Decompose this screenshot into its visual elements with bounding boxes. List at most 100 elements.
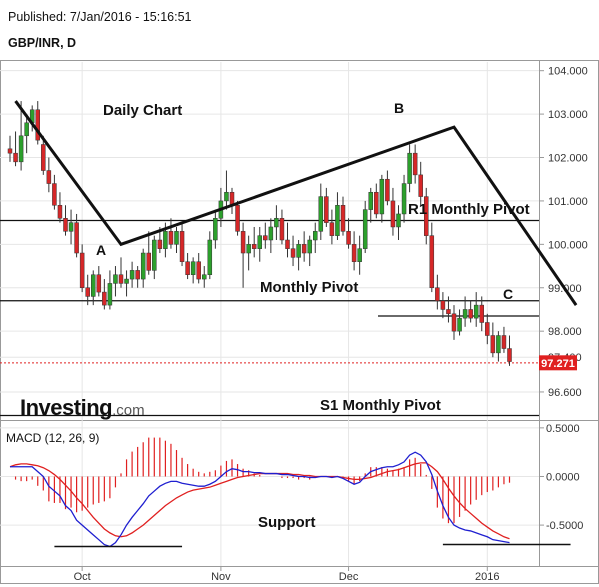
candle-up: [129, 270, 135, 280]
candle-down: [263, 235, 268, 241]
candle-down: [485, 322, 490, 336]
candle-up: [190, 261, 196, 275]
candle-down: [196, 261, 201, 280]
macd-grid: [0, 427, 539, 526]
logo-domain: .com: [112, 402, 145, 419]
candle-down: [79, 252, 85, 289]
last-price-box: [539, 355, 577, 371]
candle-down: [501, 335, 507, 349]
price-tick-label: 96.600: [548, 387, 582, 399]
candle-up: [224, 191, 229, 202]
candle-up: [124, 278, 129, 284]
candle-down: [52, 183, 57, 206]
macd-tick-label: 0.0000: [546, 471, 580, 483]
candle-up: [313, 231, 318, 241]
candle-down: [7, 148, 13, 154]
candle-down: [146, 252, 151, 271]
candle-up: [268, 226, 274, 241]
candle-up: [207, 239, 213, 275]
candle-up: [24, 122, 29, 137]
annotation-s1-pivot: S1 Monthly Pivot: [320, 397, 441, 414]
trendline-group: [14, 100, 578, 306]
candle-up: [357, 248, 362, 262]
candle-down: [74, 222, 79, 254]
candle-down: [179, 231, 185, 262]
macd-line: [10, 451, 510, 548]
candle-up: [107, 283, 113, 306]
investing-logo: Investing.com: [20, 395, 145, 421]
price-tick-label: 98.000: [548, 326, 582, 338]
published-timestamp: Published: 7/Jan/2016 - 15:16:51: [8, 10, 192, 24]
candle-down: [279, 218, 285, 241]
candle-up: [296, 244, 301, 258]
candle-up: [68, 222, 74, 232]
macd-tick-label: -0.5000: [546, 520, 583, 532]
candle-down: [290, 248, 296, 258]
candle-down: [390, 200, 396, 228]
date-tick-label: 2016: [475, 571, 499, 583]
candle-down: [468, 309, 473, 319]
candle-up: [18, 135, 24, 163]
candle-up: [318, 196, 324, 232]
symbol-label: GBP/INR, D: [8, 36, 77, 50]
candle-down: [135, 270, 140, 280]
candle-down: [235, 205, 240, 232]
candle-up: [496, 335, 501, 354]
candle-up: [152, 239, 157, 271]
candle-up: [473, 304, 479, 319]
annotation-point-b: B: [394, 100, 404, 116]
date-tick-label: Nov: [211, 571, 231, 583]
candle-down: [185, 261, 190, 275]
candle-down: [329, 222, 335, 236]
price-tick-label: 100.000: [548, 239, 588, 251]
candle-down: [118, 274, 124, 284]
price-tick-label: 103.000: [548, 109, 588, 121]
candle-down: [57, 205, 63, 219]
candle-down: [102, 291, 107, 306]
candle-down: [418, 174, 423, 197]
candle-down: [412, 152, 418, 176]
candle-up: [113, 274, 118, 284]
candle-down: [41, 144, 46, 171]
candle-up: [91, 274, 96, 297]
candle-up: [274, 218, 279, 228]
candle-down: [324, 196, 329, 223]
candle-down: [63, 218, 68, 232]
candle-up: [202, 274, 207, 280]
macd-axis: 0.5000 0.0000 -0.5000: [539, 423, 583, 532]
candle-up: [140, 252, 146, 280]
candle-down: [168, 231, 174, 245]
date-tick-label: Dec: [339, 571, 359, 583]
candle-down: [35, 109, 40, 141]
candle-up: [174, 231, 179, 245]
price-axis: 104.000103.000102.000101.000100.00099.00…: [539, 66, 588, 399]
candle-up: [307, 239, 312, 254]
candle-down: [157, 239, 163, 249]
candle-down: [251, 244, 257, 249]
annotation-daily-chart: Daily Chart: [103, 102, 182, 119]
annotation-point-c: C: [503, 286, 513, 302]
candle-up: [368, 191, 373, 210]
candle-up: [462, 309, 468, 319]
price-tick-label: 102.000: [548, 153, 588, 165]
candle-down: [340, 205, 346, 232]
candle-down: [46, 170, 52, 184]
annotation-r1-pivot: R1 Monthly Pivot: [408, 201, 530, 218]
pivot-levels: [0, 219, 539, 417]
candle-up: [407, 152, 412, 184]
candle-down: [346, 231, 351, 245]
candle-down: [13, 152, 18, 163]
annotation-point-a: A: [96, 242, 106, 258]
candle-up: [457, 317, 462, 332]
candle-down: [479, 304, 484, 323]
logo-brand: Investing: [20, 395, 113, 420]
candle-down: [435, 287, 440, 302]
candle-down: [301, 244, 307, 254]
candle-down: [385, 178, 390, 202]
candle-down: [440, 300, 446, 310]
last-price-tag: 97.271: [539, 355, 577, 371]
date-tick-label: Oct: [74, 571, 91, 583]
candle-up: [257, 235, 262, 249]
candle-down: [451, 313, 457, 332]
